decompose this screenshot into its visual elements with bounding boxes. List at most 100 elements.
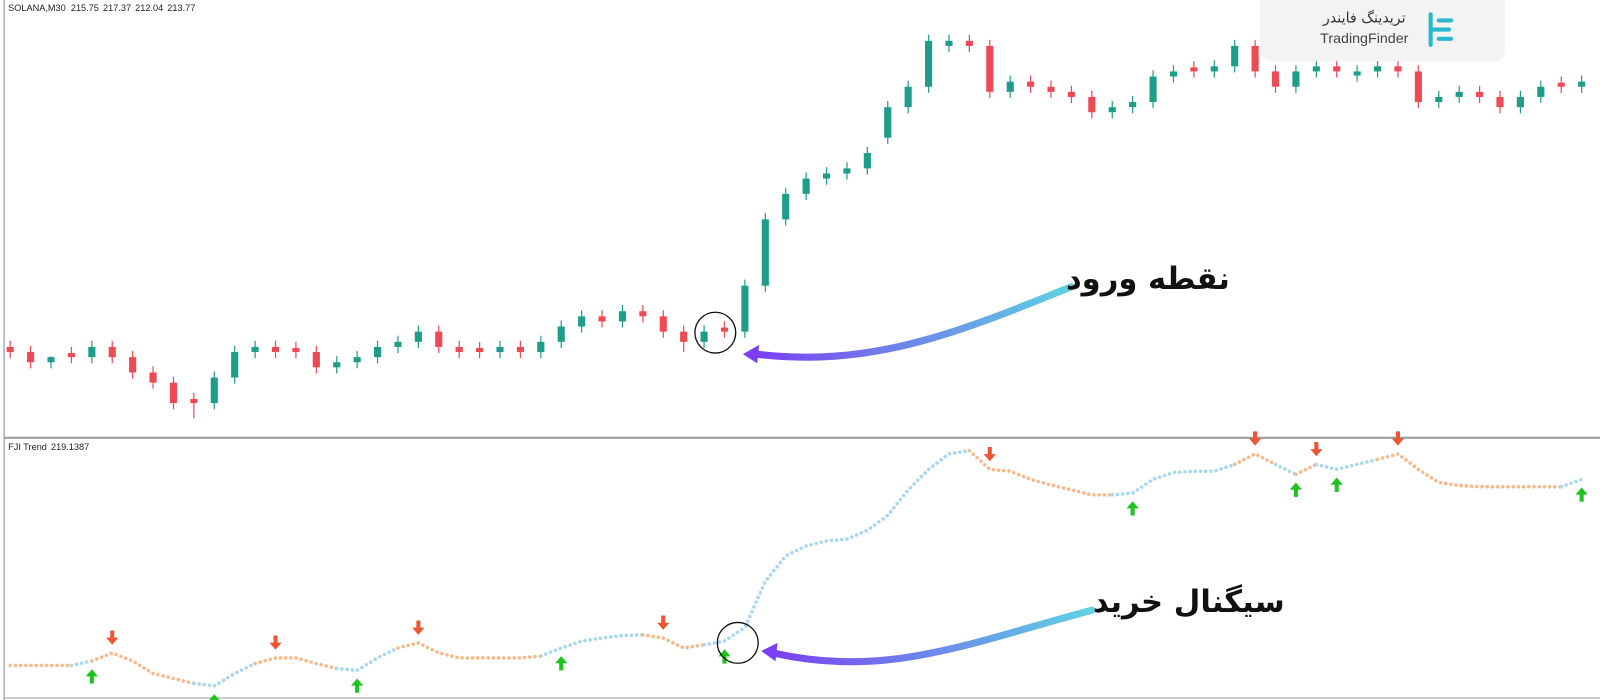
candle-body <box>373 346 382 358</box>
candle-body <box>292 347 300 353</box>
candle-body <box>598 316 606 322</box>
candle-body <box>1496 96 1504 108</box>
buy-arrow <box>555 656 568 671</box>
trend-line <box>90 651 196 686</box>
candle-body <box>516 346 524 353</box>
close-value: 213.77 <box>167 3 195 13</box>
candle-body <box>659 316 667 332</box>
trend-line <box>1314 457 1380 472</box>
indicator-header: FJI Trend 219.1387 <box>8 442 89 452</box>
candle-body <box>1149 76 1157 103</box>
candle-body <box>1271 71 1280 87</box>
trend-line <box>1232 451 1278 467</box>
entry-arrow <box>751 283 1076 361</box>
signal-circle <box>716 621 759 664</box>
candle-body <box>1537 86 1545 97</box>
candle-body <box>1333 66 1341 72</box>
candle-body <box>1067 91 1075 97</box>
candle-body <box>1006 81 1014 92</box>
candle-body <box>537 341 545 353</box>
trend-line <box>1375 451 1564 489</box>
candle-body <box>476 347 484 353</box>
symbol: SOLANA,M30 <box>8 3 66 13</box>
candle-body <box>1027 81 1035 87</box>
candle-body <box>47 357 55 363</box>
candle-body <box>169 382 178 404</box>
candle-body <box>88 346 96 358</box>
candle-body <box>6 346 14 353</box>
candle-body <box>1373 66 1382 72</box>
high-value: 217.37 <box>103 3 131 13</box>
candle-body <box>1578 81 1586 87</box>
signal-label: سیگنال خرید <box>1093 584 1285 620</box>
candle-body <box>496 346 504 353</box>
candle-body <box>945 40 953 46</box>
logo-box <box>1260 0 1506 62</box>
logo-fa: تریدینگ فایندر <box>1322 9 1406 26</box>
candle-body <box>1414 71 1422 103</box>
sell-arrow <box>269 635 282 650</box>
candle-body <box>353 357 361 363</box>
candle-body <box>1557 82 1565 87</box>
candle-body <box>414 331 422 342</box>
candle-body <box>333 362 341 368</box>
candle-body <box>455 346 463 353</box>
candle-body <box>27 352 35 363</box>
candle-body <box>1516 96 1524 108</box>
candle-body <box>394 341 402 347</box>
sell-arrow <box>106 630 119 645</box>
candle-body <box>557 326 565 342</box>
trend-line <box>1273 462 1298 477</box>
candle-body <box>1292 71 1300 87</box>
trend-line <box>539 633 645 658</box>
candle-body <box>843 168 851 174</box>
open-value: 215.75 <box>71 3 99 13</box>
candle-body <box>1088 96 1096 113</box>
candle-body <box>741 285 749 332</box>
candle-body <box>67 353 75 358</box>
candle-body <box>618 311 627 322</box>
candle-body <box>904 86 912 108</box>
logo-icon <box>1428 12 1454 47</box>
entry-circle <box>694 311 737 354</box>
buy-arrow <box>1330 477 1343 492</box>
trend-line <box>1559 477 1584 489</box>
candle-body <box>1190 67 1198 72</box>
candle-body <box>1231 45 1239 67</box>
candle-body <box>802 178 810 194</box>
candle-body <box>965 40 973 46</box>
price-panel <box>6 34 1586 419</box>
candle-body <box>190 398 198 404</box>
candle-body <box>271 346 280 353</box>
candle-body <box>822 173 831 179</box>
candle-body <box>435 331 443 347</box>
sell-arrow <box>657 615 670 630</box>
candle-body <box>129 357 137 373</box>
trend-line <box>69 659 94 668</box>
candle-body <box>1455 91 1463 97</box>
candle-body <box>1129 102 1137 108</box>
trend-line <box>396 641 543 660</box>
candle-body <box>1047 86 1055 92</box>
trend-line <box>967 448 1115 497</box>
trend-line <box>1110 462 1237 497</box>
buy-arrow <box>85 669 98 684</box>
trend-line <box>1294 462 1319 477</box>
candle-body <box>986 45 994 92</box>
candle-body <box>782 193 790 220</box>
indicator-panel <box>8 431 1588 700</box>
signal-arrow <box>769 606 1096 666</box>
candle-body <box>251 346 259 353</box>
candle-body <box>1435 96 1443 103</box>
candle-body <box>1476 91 1484 97</box>
candle-body <box>1108 107 1116 113</box>
trend-line <box>253 656 339 671</box>
indicator-name: FJI Trend <box>8 442 47 452</box>
candle-body <box>1353 71 1361 76</box>
candle-body <box>1169 71 1178 77</box>
entry-arrowhead <box>742 344 760 364</box>
candle-body <box>884 107 892 138</box>
trend-line <box>334 646 400 673</box>
